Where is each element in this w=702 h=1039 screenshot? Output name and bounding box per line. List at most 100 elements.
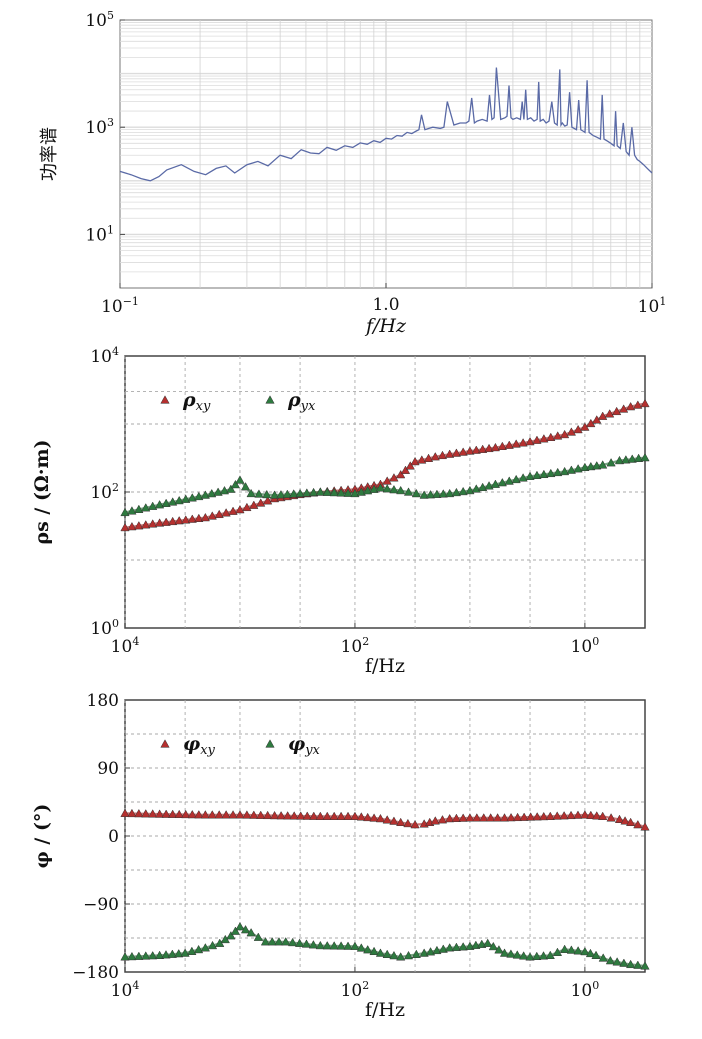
data-point: [621, 455, 631, 464]
data-point: [526, 812, 536, 821]
y-tick-label: 100: [90, 617, 119, 639]
data-point: [499, 813, 510, 822]
data-point: [369, 946, 379, 956]
series-φ-xy: [120, 808, 650, 831]
data-point: [343, 811, 353, 820]
data-point: [573, 810, 583, 819]
data-point: [181, 515, 191, 524]
data-point: [213, 487, 223, 496]
data-point: [369, 813, 379, 822]
data-point: [375, 483, 386, 492]
data-point: [488, 941, 498, 951]
data-point: [350, 488, 360, 498]
data-point: [282, 489, 292, 498]
data-point: [566, 810, 576, 820]
y-tick-label: 104: [90, 345, 119, 367]
legend-entry: ρxy: [160, 389, 211, 414]
data-point: [389, 484, 399, 494]
data-point: [226, 484, 236, 493]
data-point: [451, 448, 462, 457]
y-axis-label: φ / (°): [31, 804, 53, 869]
data-point: [336, 941, 346, 950]
data-point: [363, 485, 373, 495]
data-point: [322, 811, 332, 820]
y-tick-label: 105: [85, 9, 114, 31]
data-point: [235, 475, 245, 484]
data-point: [246, 927, 256, 937]
data-point: [382, 484, 392, 493]
data-point: [134, 521, 144, 530]
data-point: [546, 432, 556, 441]
data-point: [396, 817, 406, 827]
data-point: [573, 464, 583, 473]
data-point: [214, 509, 224, 519]
data-point: [315, 940, 325, 950]
data-point: [389, 473, 399, 482]
data-point: [141, 503, 151, 512]
x-tick-label: 101: [638, 295, 667, 317]
data-point: [127, 951, 137, 961]
data-point: [423, 453, 434, 462]
data-point: [539, 811, 549, 821]
data-point: [235, 810, 245, 819]
data-point: [180, 948, 190, 957]
data-point: [525, 952, 535, 961]
data-point: [356, 487, 366, 496]
data-point: [187, 809, 197, 819]
data-point: [519, 812, 529, 821]
data-point: [525, 471, 535, 480]
data-point: [605, 955, 616, 965]
data-point: [605, 409, 615, 418]
data-point: [598, 811, 608, 820]
x-tick-label: 100: [571, 635, 600, 657]
data-point: [263, 810, 273, 820]
legend-entry: φyx: [265, 733, 321, 758]
data-point: [221, 508, 231, 517]
data-point: [127, 506, 137, 515]
data-point: [504, 440, 514, 449]
data-point: [356, 812, 366, 821]
data-point: [228, 810, 238, 819]
data-point: [606, 458, 616, 467]
data-point: [120, 952, 130, 961]
data-point: [168, 809, 178, 818]
power-spectrum-panel: 10−1 1.0 101 101 103 105 f/Hz 功率谱: [39, 9, 666, 337]
data-point: [518, 438, 528, 447]
data-point: [343, 488, 353, 497]
data-point: [168, 516, 178, 526]
x-tick-labels: 10−1 1.0 101: [101, 283, 666, 317]
data-point: [253, 932, 263, 941]
data-point: [283, 811, 293, 820]
x-tick-label: 102: [341, 979, 370, 1001]
data-point: [396, 485, 406, 495]
resistivity-panel: 104 102 100 100 102 104 ρxy ρyx f/Hz ρs / (Ω·…: [31, 345, 650, 677]
data-point: [486, 813, 496, 822]
grid: [120, 20, 652, 288]
data-point: [519, 951, 529, 960]
data-point: [445, 943, 455, 952]
y-tick-labels: 100 102 104: [90, 345, 130, 639]
data-point: [336, 488, 346, 497]
data-point: [256, 810, 266, 819]
data-point: [161, 809, 171, 818]
legend-label: φyx: [288, 733, 321, 758]
data-point: [369, 484, 379, 493]
data-point: [389, 950, 399, 960]
data-point: [246, 488, 256, 498]
x-tick-label: 100: [571, 979, 600, 1001]
data-point: [141, 809, 151, 818]
data-point: [267, 937, 277, 946]
data-point: [396, 952, 406, 961]
data-point: [235, 921, 245, 931]
data-point: [432, 489, 442, 498]
data-point: [580, 946, 590, 956]
data-point: [240, 482, 251, 491]
data-point: [207, 488, 217, 498]
data-point: [497, 477, 507, 487]
data-point: [276, 810, 286, 820]
data-point: [161, 950, 171, 959]
data-point: [269, 810, 280, 820]
data-point: [560, 466, 570, 476]
data-point: [295, 488, 305, 498]
data-point: [512, 950, 522, 959]
